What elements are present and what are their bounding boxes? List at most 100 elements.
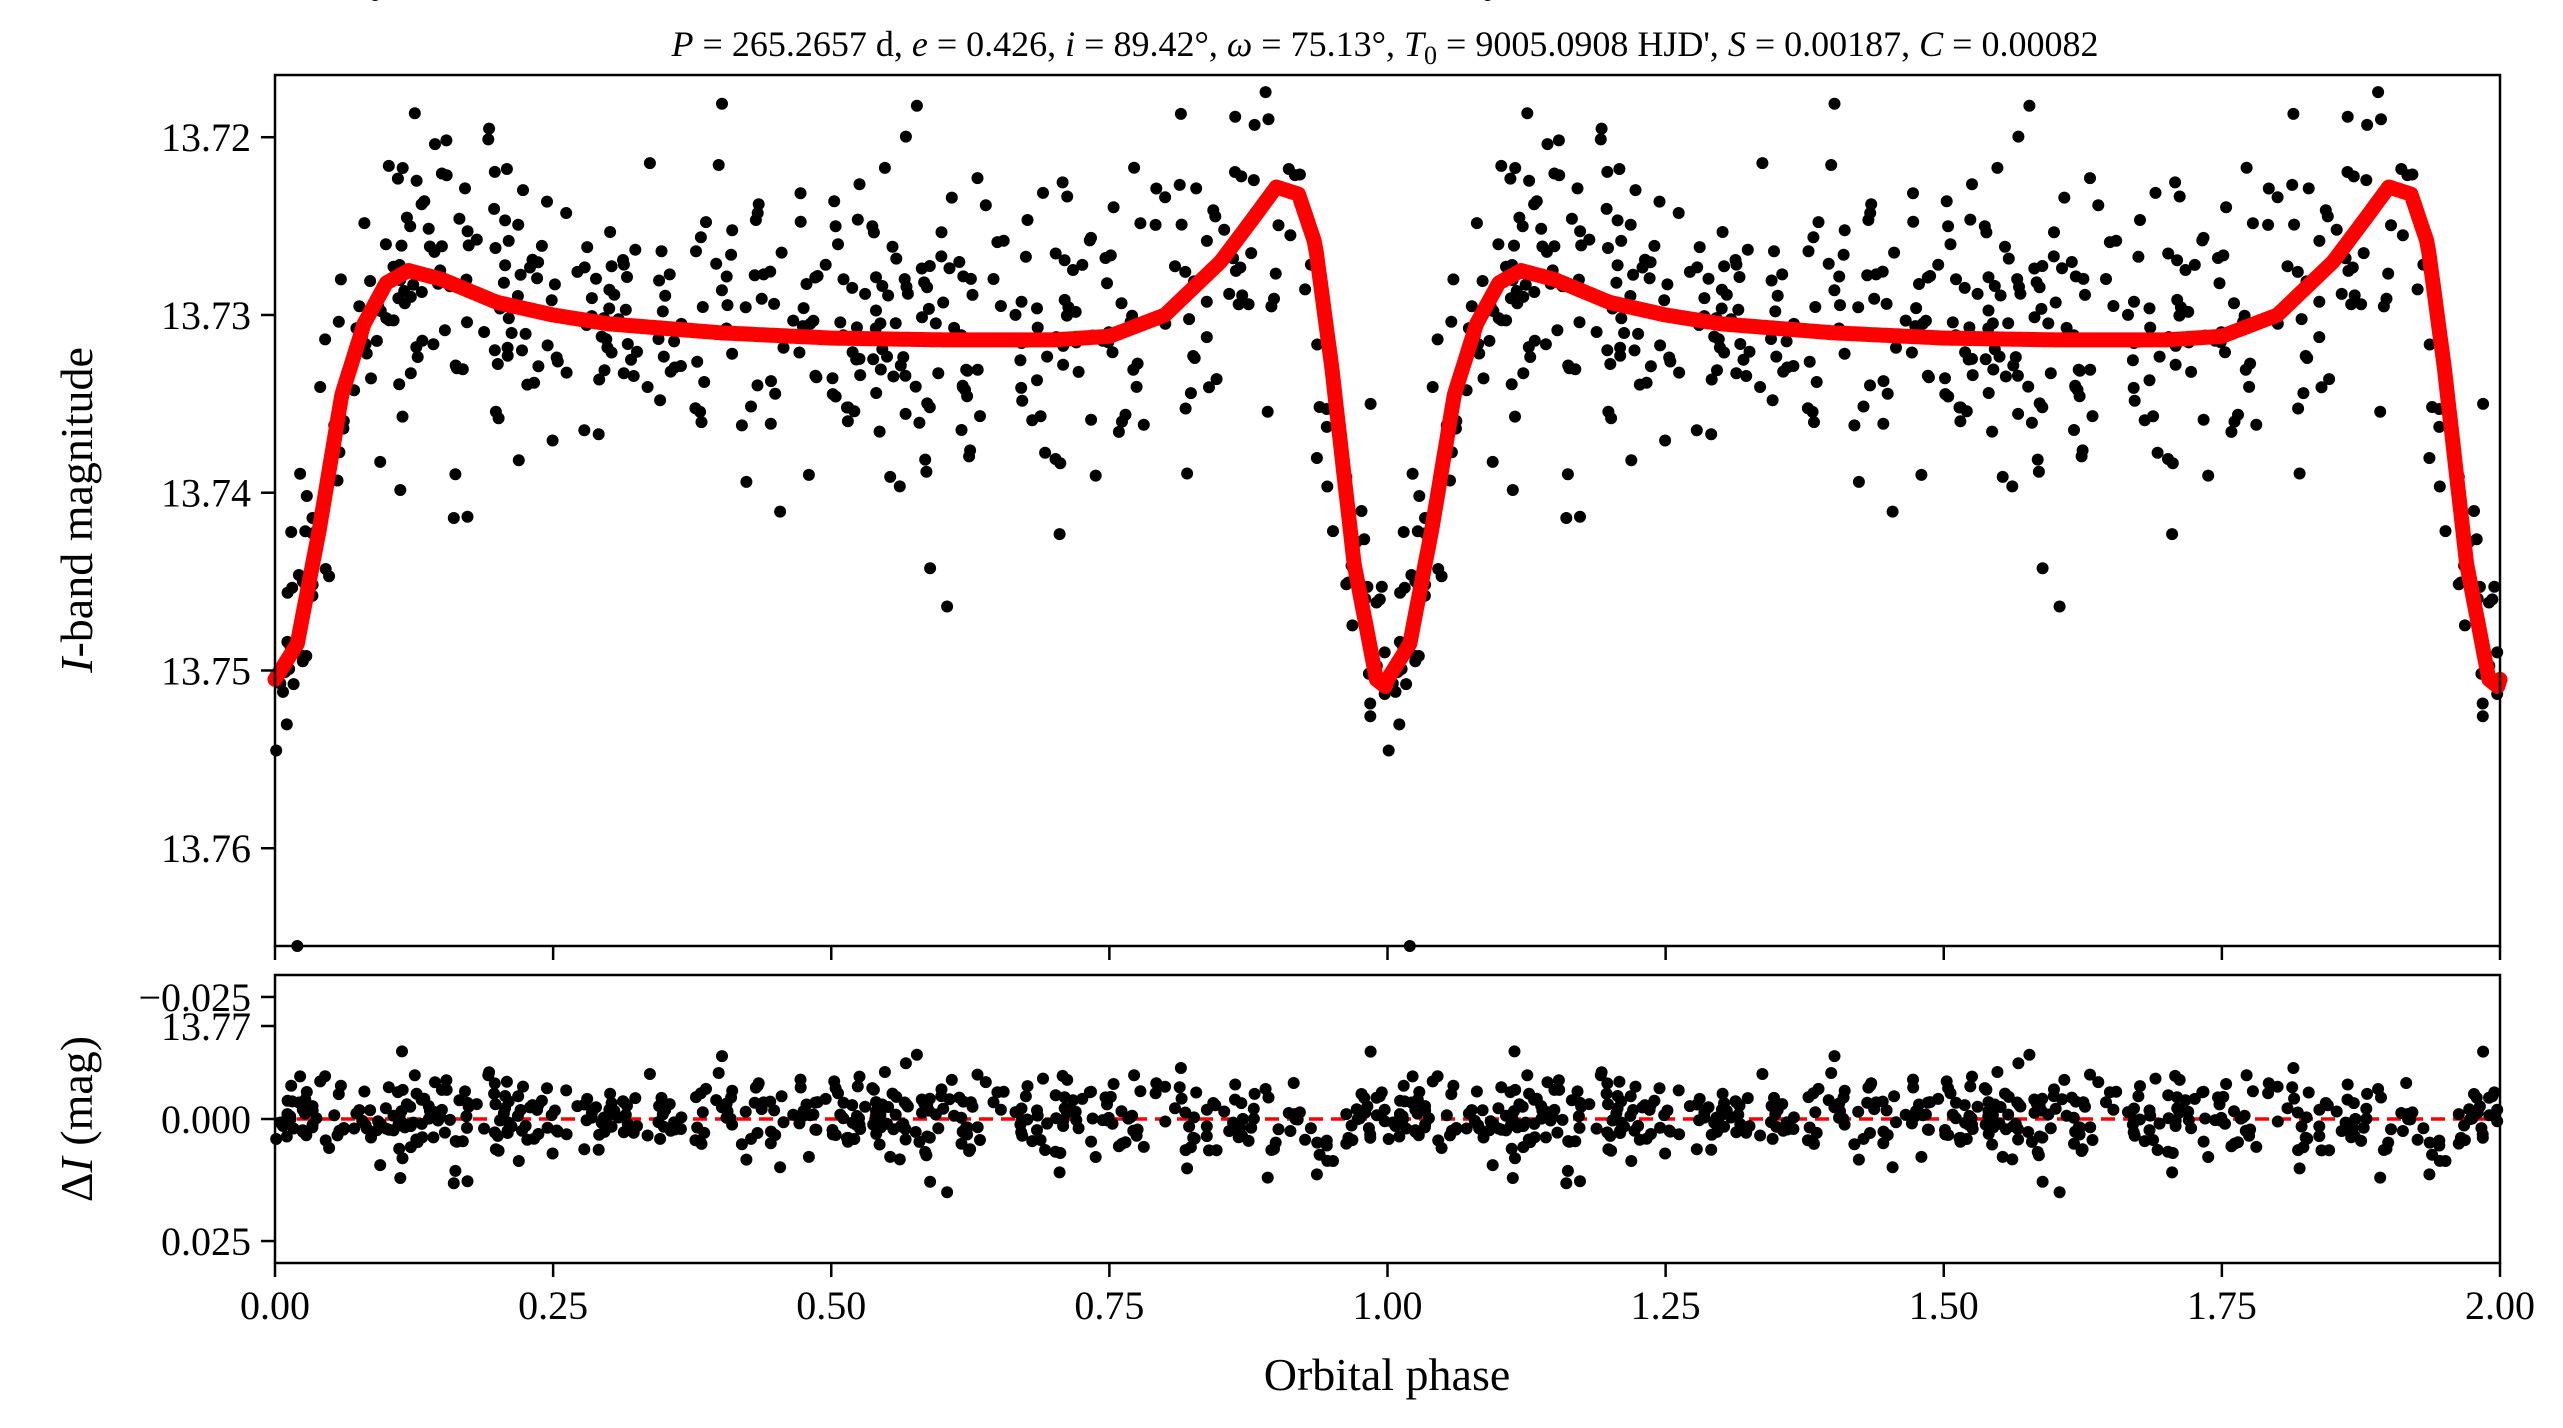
data-point	[739, 301, 752, 314]
data-point	[1057, 358, 1070, 371]
data-point	[2302, 182, 2315, 195]
residual-point	[461, 1121, 473, 1134]
residual-point	[2103, 1086, 2116, 1099]
residual-point	[2068, 1137, 2080, 1150]
y-tick-label: 13.72	[161, 115, 251, 160]
residual-point	[605, 1120, 618, 1133]
data-point	[653, 274, 666, 287]
data-point	[2486, 593, 2499, 606]
data-point	[1765, 333, 1777, 345]
data-point	[837, 273, 850, 286]
data-point	[1693, 241, 1706, 254]
data-point	[1769, 305, 1782, 318]
residual-point	[2293, 1162, 2306, 1175]
residual-point	[929, 1108, 942, 1121]
residual-point	[604, 1087, 617, 1100]
data-point	[528, 376, 541, 389]
data-point	[319, 333, 332, 346]
x-tick-label: 0.75	[1074, 1283, 1144, 1328]
residual-point	[631, 1120, 643, 1133]
residual-point	[1787, 1123, 1800, 1135]
residual-point	[1039, 1144, 1052, 1156]
residual-point	[2237, 1111, 2250, 1124]
residual-point	[2134, 1080, 2146, 1093]
residual-point	[410, 1087, 423, 1100]
data-point	[1663, 351, 1676, 364]
data-point	[2134, 214, 2146, 226]
residual-point	[2315, 1144, 2328, 1157]
data-point	[2033, 281, 2046, 294]
residual-point	[1838, 1084, 1851, 1097]
y-tick-label: 13.76	[161, 826, 251, 871]
data-point	[2084, 172, 2096, 185]
residual-point	[1966, 1118, 1978, 1131]
data-point	[2042, 317, 2055, 330]
residual-point	[2107, 1103, 2120, 1116]
residual-point	[404, 1120, 417, 1133]
residual-point	[654, 1132, 667, 1145]
data-point	[2291, 265, 2304, 278]
data-point	[916, 311, 928, 324]
data-point	[2086, 410, 2099, 423]
top-plot-frame	[273, 73, 2502, 948]
data-point	[423, 240, 436, 253]
residual-point	[899, 1133, 912, 1146]
data-point	[1802, 245, 1815, 258]
residual-point	[774, 1161, 787, 1174]
data-point	[1618, 327, 1631, 339]
residual-point	[1594, 1069, 1607, 1082]
residual-point	[482, 1069, 495, 1082]
data-point	[360, 347, 373, 360]
residual-point	[1600, 1087, 1613, 1100]
data-point	[395, 239, 408, 252]
residual-point	[1034, 1134, 1047, 1146]
data-point	[1966, 352, 1978, 365]
x-tick-label: 1.25	[1631, 1283, 1701, 1328]
data-point	[1615, 312, 1628, 325]
residual-point	[1663, 1124, 1676, 1137]
data-point	[853, 178, 866, 191]
data-point	[1509, 410, 1521, 423]
residual-point	[1487, 1117, 1500, 1130]
data-point	[1940, 195, 1953, 208]
residual-point	[1741, 1092, 1754, 1105]
data-point	[1242, 298, 1255, 311]
residual-point	[710, 1094, 723, 1107]
data-point	[882, 289, 895, 302]
residual-point	[2084, 1068, 2096, 1081]
data-point	[2439, 525, 2452, 538]
data-point	[1373, 593, 1386, 606]
data-point	[1766, 394, 1779, 407]
residual-point	[802, 1150, 815, 1163]
residual-point	[1553, 1083, 1566, 1096]
data-point	[1509, 162, 1522, 174]
data-point	[1711, 364, 1723, 377]
title-part: = 75.13°,	[1252, 24, 1404, 64]
data-point	[922, 302, 935, 315]
data-point	[1232, 298, 1245, 311]
data-point	[1780, 335, 1793, 348]
data-point	[2423, 338, 2436, 351]
residual-point	[2341, 1093, 2354, 1106]
residual-point	[1509, 1152, 1521, 1165]
data-point	[332, 315, 345, 328]
data-point	[497, 276, 510, 289]
data-point	[797, 302, 810, 315]
data-point	[1950, 273, 1962, 286]
title-part: ω	[1227, 24, 1252, 64]
data-point	[1868, 292, 1881, 305]
residual-point	[1672, 1084, 1685, 1097]
data-point	[1919, 314, 1932, 327]
data-point	[396, 162, 409, 174]
data-point	[826, 388, 839, 401]
data-point	[641, 381, 654, 393]
residual-point	[2166, 1147, 2179, 1159]
data-point	[955, 424, 968, 436]
residual-point	[348, 1122, 361, 1135]
data-point	[2047, 250, 2060, 263]
data-point	[1939, 388, 1952, 401]
bottom-y-axis-label-prefix: Δ	[51, 1173, 102, 1203]
residual-point	[1523, 1087, 1536, 1100]
